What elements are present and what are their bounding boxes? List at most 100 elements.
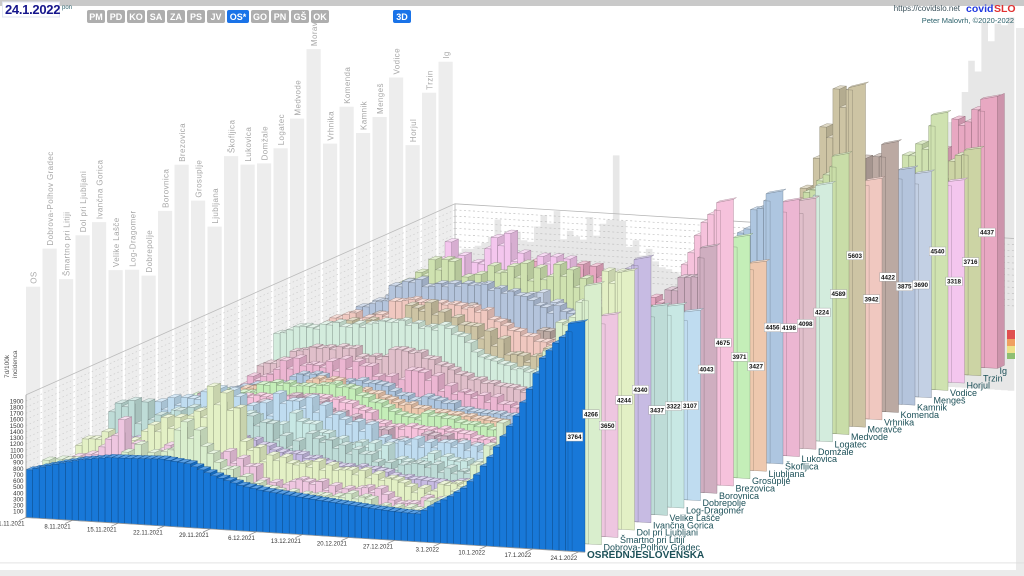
svg-text:3107: 3107	[683, 403, 698, 410]
svg-text:Trzin: Trzin	[983, 373, 1003, 383]
svg-text:1200: 1200	[10, 441, 24, 448]
svg-text:Dobrova-Polhov Gradec: Dobrova-Polhov Gradec	[604, 542, 701, 552]
svg-text:Brezovica: Brezovica	[736, 484, 776, 494]
svg-text:1100: 1100	[10, 447, 24, 454]
svg-text:1300: 1300	[10, 435, 24, 442]
svg-text:29.11.2021: 29.11.2021	[179, 533, 209, 539]
svg-text:1700: 1700	[10, 411, 24, 418]
svg-text:17.1.2022: 17.1.2022	[504, 553, 531, 559]
svg-text:Lukovica: Lukovica	[802, 454, 838, 464]
svg-text:pon: pon	[62, 5, 72, 11]
svg-text:Šmartno pri Litiji: Šmartno pri Litiji	[63, 212, 72, 277]
svg-text:Ivančna Gorica: Ivančna Gorica	[653, 520, 714, 530]
svg-text:500: 500	[13, 484, 24, 491]
svg-text:Šmartno pri Litiji: Šmartno pri Litiji	[620, 535, 685, 545]
svg-text:4675: 4675	[716, 340, 731, 347]
svg-text:Komenda: Komenda	[901, 410, 940, 420]
svg-text:Mengeš: Mengeš	[376, 83, 385, 114]
svg-text:PS: PS	[190, 12, 202, 22]
svg-text:6.12.2021: 6.12.2021	[228, 536, 255, 542]
svg-text:4340: 4340	[633, 387, 648, 394]
svg-text:covid: covid	[966, 3, 993, 15]
svg-text:Medvode: Medvode	[851, 432, 888, 442]
svg-text:3690: 3690	[914, 282, 929, 289]
svg-text:3764: 3764	[567, 434, 582, 441]
svg-text:4456: 4456	[765, 325, 780, 332]
svg-text:Domžale: Domžale	[818, 447, 854, 457]
svg-text:Borovnica: Borovnica	[719, 491, 759, 501]
svg-text:Dobrepolje: Dobrepolje	[703, 498, 747, 508]
svg-text:Velike Lašče: Velike Lašče	[112, 217, 121, 267]
svg-text:Velike Lašče: Velike Lašče	[670, 513, 721, 523]
svg-text:Lukovica: Lukovica	[244, 127, 253, 162]
svg-text:22.11.2021: 22.11.2021	[133, 530, 163, 536]
svg-text:Peter Malovrh, ©2020-2022: Peter Malovrh, ©2020-2022	[922, 16, 1014, 25]
svg-text:Moravče: Moravče	[868, 425, 903, 435]
svg-text:SA: SA	[150, 12, 163, 22]
svg-text:Brezovica: Brezovica	[178, 123, 187, 162]
svg-text:4043: 4043	[699, 367, 714, 374]
svg-text:Dol pri Ljubljani: Dol pri Ljubljani	[79, 171, 88, 233]
svg-text:5603: 5603	[848, 253, 863, 260]
svg-text:Vrhnika: Vrhnika	[884, 417, 914, 427]
svg-text:900: 900	[13, 460, 24, 467]
svg-text:13.12.2021: 13.12.2021	[271, 539, 302, 545]
svg-text:Horjul: Horjul	[409, 119, 418, 142]
svg-text:Ig: Ig	[442, 51, 451, 58]
svg-text:Grosuplje: Grosuplje	[752, 476, 791, 486]
svg-text:4589: 4589	[831, 291, 846, 298]
svg-text:100: 100	[13, 509, 24, 516]
svg-text:Škofljica: Škofljica	[785, 462, 819, 472]
svg-text:Trzin: Trzin	[426, 70, 435, 89]
svg-text:Borovnica: Borovnica	[162, 169, 171, 208]
svg-text:7d/100k: 7d/100k	[4, 354, 11, 378]
svg-text:4098: 4098	[798, 321, 813, 328]
svg-text:Moravče: Moravče	[310, 12, 319, 46]
svg-text:400: 400	[13, 490, 24, 497]
svg-text:GO: GO	[253, 12, 267, 22]
svg-text:4244: 4244	[617, 397, 632, 404]
svg-text:Kamnik: Kamnik	[360, 100, 369, 130]
svg-text:24.1.2022: 24.1.2022	[550, 556, 577, 562]
svg-text:200: 200	[13, 503, 24, 510]
svg-text:GŠ: GŠ	[293, 11, 306, 22]
svg-text:ZA: ZA	[170, 12, 182, 22]
svg-text:1500: 1500	[10, 423, 24, 430]
svg-text:27.12.2021: 27.12.2021	[363, 545, 394, 551]
svg-text:OS: OS	[30, 271, 39, 283]
svg-text:OSREDNJESLOVENSKA: OSREDNJESLOVENSKA	[587, 550, 704, 561]
svg-text:1000: 1000	[10, 454, 24, 461]
svg-text:JV: JV	[210, 12, 221, 22]
svg-text:3437: 3437	[650, 407, 665, 414]
svg-text:Domžale: Domžale	[261, 126, 270, 161]
svg-text:Vodice: Vodice	[393, 48, 402, 75]
svg-text:Log-Dragomer: Log-Dragomer	[686, 506, 744, 516]
svg-text:800: 800	[13, 466, 24, 473]
svg-text:Log-Dragomer: Log-Dragomer	[129, 210, 138, 266]
svg-text:8.11.2021: 8.11.2021	[44, 525, 71, 531]
svg-text:600: 600	[13, 478, 24, 485]
svg-text:Vrhnika: Vrhnika	[327, 111, 336, 141]
svg-text:4266: 4266	[584, 411, 599, 418]
svg-text:4224: 4224	[815, 310, 830, 317]
svg-text:Logatec: Logatec	[277, 114, 286, 145]
svg-text:PD: PD	[110, 12, 123, 22]
svg-text:PM: PM	[89, 12, 103, 22]
svg-text:Grosuplje: Grosuplje	[195, 160, 204, 198]
svg-text:https://covidslo.net: https://covidslo.net	[894, 4, 961, 13]
svg-text:Vodice: Vodice	[950, 388, 977, 398]
svg-text:Mengeš: Mengeš	[934, 395, 967, 405]
svg-text:700: 700	[13, 472, 24, 479]
svg-text:Ig: Ig	[1000, 366, 1008, 376]
svg-text:10.1.2022: 10.1.2022	[458, 550, 485, 556]
svg-text:incidenca: incidenca	[12, 350, 19, 378]
svg-text:Ivančna Gorica: Ivančna Gorica	[96, 160, 105, 220]
svg-text:Dobrova-Polhov Gradec: Dobrova-Polhov Gradec	[46, 151, 55, 245]
svg-text:3875: 3875	[897, 284, 912, 291]
svg-text:OS*: OS*	[230, 12, 247, 22]
svg-text:3942: 3942	[864, 296, 879, 303]
svg-text:Ljubljana: Ljubljana	[211, 188, 220, 224]
svg-text:3.1.2022: 3.1.2022	[416, 547, 440, 553]
svg-text:300: 300	[13, 496, 24, 503]
svg-text:1800: 1800	[10, 405, 24, 412]
